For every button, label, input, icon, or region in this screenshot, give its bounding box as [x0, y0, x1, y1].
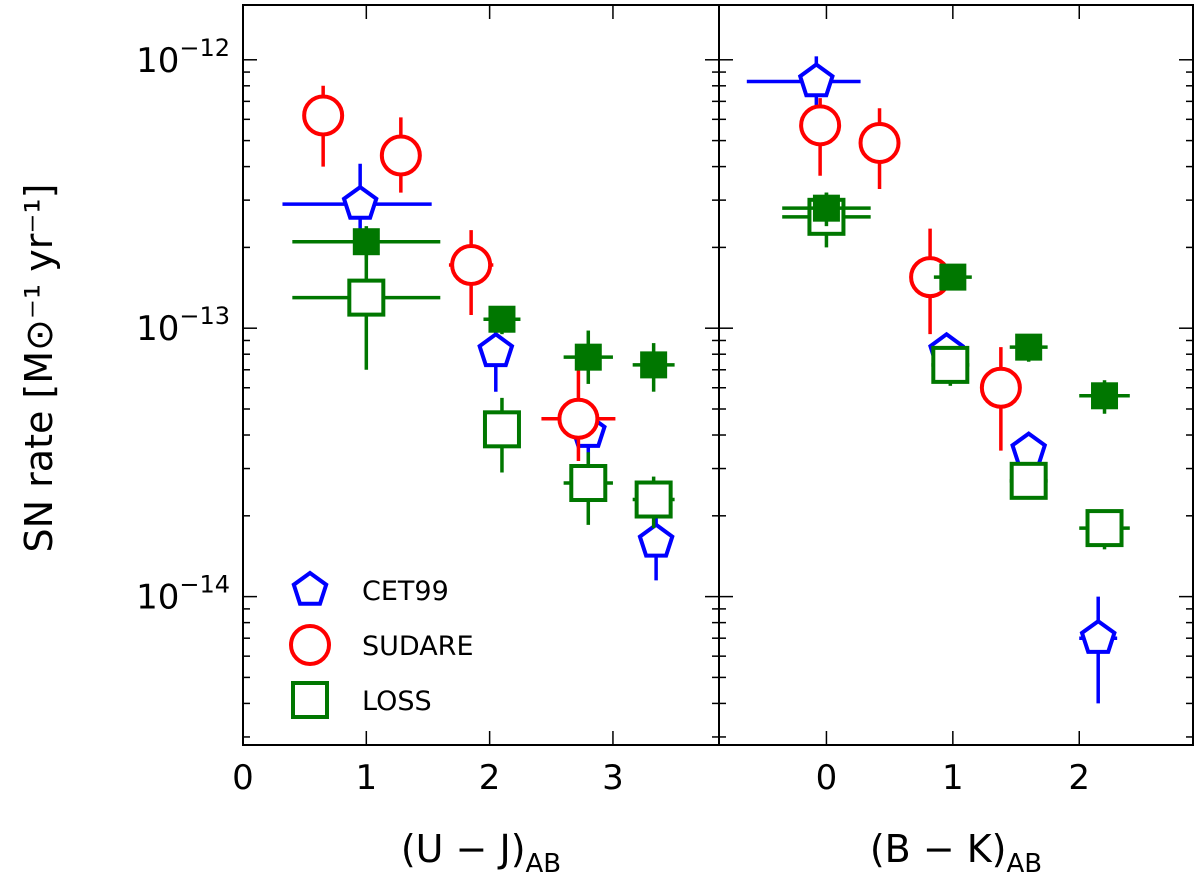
series-sudare-left — [302, 85, 616, 462]
x-tick-label: 1 — [942, 758, 964, 798]
legend-label: SUDARE — [362, 631, 474, 662]
x-tick-label: 2 — [479, 758, 501, 798]
filled-square-marker — [640, 351, 668, 379]
filled-square-marker — [1015, 333, 1043, 361]
y-tick-exponent: −14 — [179, 571, 230, 599]
y-tick-exponent: −12 — [179, 34, 230, 62]
filled-square-marker — [812, 194, 840, 222]
legend-entry-cet99: CET99 — [291, 570, 449, 607]
circle-marker — [289, 624, 331, 666]
x-tick-label: 0 — [232, 758, 254, 798]
x-tick-label: 1 — [355, 758, 377, 798]
pentagon-marker — [1010, 431, 1048, 467]
legend-entry-sudare: SUDARE — [289, 624, 474, 666]
x-axes: 0 1 2 3(U − J)AB0 1 2(B − K)AB — [232, 5, 1090, 877]
circle-marker — [858, 121, 901, 164]
pentagon-marker — [341, 184, 379, 220]
square-marker — [347, 278, 386, 317]
y-tick-base: 10 — [136, 41, 179, 81]
x-axis-label-subscript: AB — [1007, 849, 1043, 877]
series-loss-left — [292, 253, 675, 529]
square-marker — [569, 464, 608, 503]
series-loss-filled--right — [782, 192, 1130, 414]
x-axis-label-main: (U − J) — [401, 827, 526, 871]
data-marks — [282, 56, 1130, 704]
square-marker — [634, 480, 673, 519]
series-loss-filled--left — [292, 226, 675, 392]
x-axis-label-subscript: AB — [526, 849, 562, 877]
legend-entry-loss: LOSS — [291, 681, 432, 719]
pentagon-marker — [797, 62, 835, 98]
filled-square-marker — [939, 263, 967, 291]
filled-square-marker — [574, 343, 602, 371]
x-tick-label: 0 — [816, 758, 838, 798]
pentagon-marker — [291, 570, 329, 606]
y-axis-label: SN rate [M⊙⁻¹ yr⁻¹] — [17, 184, 61, 553]
y-tick-label: 10−14 — [136, 571, 230, 618]
legend: CET99 SUDARE LOSS — [289, 570, 474, 719]
series-sudare-right — [799, 98, 1022, 451]
square-marker — [1009, 461, 1048, 500]
legend-label: CET99 — [362, 576, 449, 607]
square-marker — [931, 345, 970, 384]
filled-square-marker — [1091, 382, 1119, 410]
series-cet99-left — [282, 163, 675, 581]
circle-marker — [557, 397, 600, 440]
panel-frame-right — [718, 4, 1194, 746]
y-tick-base: 10 — [136, 578, 179, 618]
legend-label: LOSS — [362, 686, 432, 717]
y-tick-base: 10 — [136, 309, 179, 349]
pentagon-marker — [637, 522, 675, 558]
circle-marker — [979, 366, 1022, 409]
series-loss-right — [782, 192, 1130, 550]
circle-marker — [302, 94, 345, 137]
pentagon-marker — [477, 331, 515, 368]
panel-frames — [242, 4, 1194, 746]
x-axis-label-main: (B − K) — [870, 827, 1007, 871]
square-marker — [482, 410, 521, 449]
x-tick-label: 3 — [602, 758, 624, 798]
x-axis-label-right: (B − K)AB — [870, 827, 1042, 877]
pentagon-marker — [1079, 618, 1117, 654]
filled-square-marker — [488, 305, 516, 333]
y-tick-label: 10−13 — [136, 302, 230, 349]
circle-marker — [379, 134, 422, 177]
circle-marker — [450, 243, 493, 286]
y-tick-label: 10−12 — [136, 34, 230, 81]
y-tick-exponent: −13 — [179, 302, 230, 330]
x-tick-label: 2 — [1068, 758, 1090, 798]
filled-square-marker — [352, 228, 380, 256]
square-marker — [291, 681, 329, 719]
square-marker — [1085, 509, 1124, 548]
x-axis-label-left: (U − J)AB — [401, 827, 561, 877]
circle-marker — [799, 104, 842, 147]
